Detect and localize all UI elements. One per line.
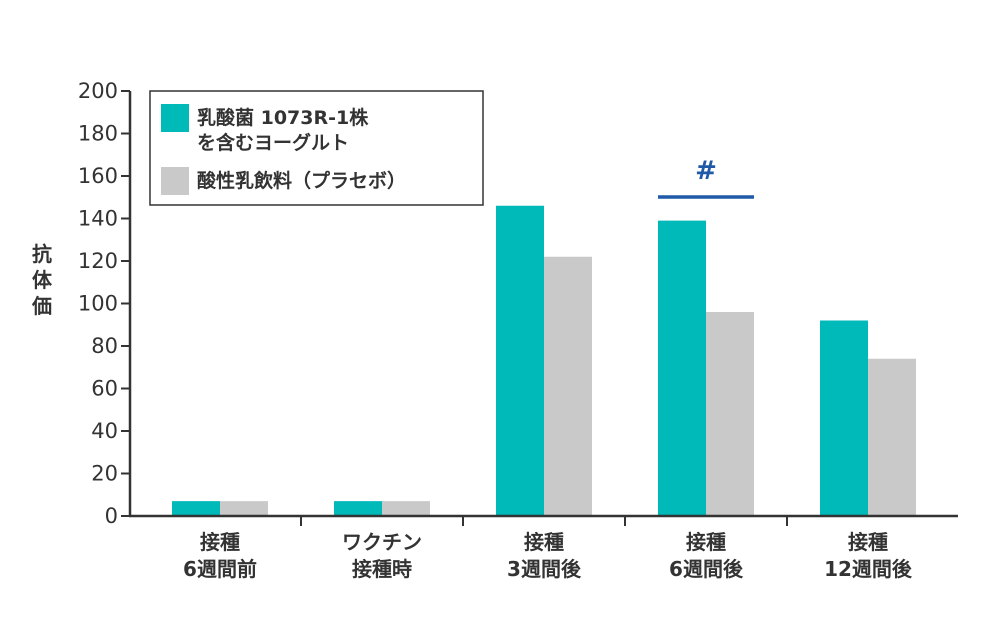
x-category-label-line: 6週間前 bbox=[183, 557, 257, 581]
x-category-label-line: 3週間後 bbox=[507, 557, 582, 581]
y-tick-label-20: 20 bbox=[91, 462, 118, 486]
y-tick-label-40: 40 bbox=[91, 419, 118, 443]
legend-label-line: 酸性乳飲料（プラセボ） bbox=[197, 169, 406, 192]
bar-series1-cat1 bbox=[172, 501, 220, 516]
bars-layer bbox=[172, 205, 916, 516]
bar-series2-cat4 bbox=[706, 312, 754, 516]
y-axis-title: 抗体価 bbox=[31, 242, 53, 318]
x-category-label-3: 接種 3週間後 bbox=[507, 530, 582, 581]
x-category-label-2: ワクチン接種時 bbox=[342, 530, 422, 581]
y-tick-label-200: 200 bbox=[78, 79, 118, 103]
significance-marker: # bbox=[695, 156, 717, 186]
x-category-label-line: 接種 bbox=[686, 530, 726, 554]
y-tick-label-160: 160 bbox=[78, 164, 118, 188]
axes-layer bbox=[121, 90, 958, 526]
y-axis-title-char: 体 bbox=[32, 268, 53, 292]
labels-layer: 0 20 40 60 80 100 120 140 160 180 200 接種 6週間前 ワクチン接種時… bbox=[31, 79, 913, 581]
legend-label-line: を含むヨーグルト bbox=[197, 131, 349, 154]
legend-box bbox=[149, 90, 484, 206]
bar-series1-cat5 bbox=[820, 320, 868, 516]
bar-series1-cat4 bbox=[658, 220, 706, 516]
bar-series2-cat2 bbox=[382, 501, 430, 516]
bar-series1-cat3 bbox=[496, 205, 544, 516]
legend-swatch-1 bbox=[161, 104, 189, 132]
y-tick-label-80: 80 bbox=[91, 334, 118, 358]
x-category-label-line: 接種 bbox=[524, 530, 564, 554]
y-axis-title-char: 抗 bbox=[32, 242, 52, 266]
x-category-label-line: 接種 bbox=[200, 530, 240, 554]
y-tick-label-100: 100 bbox=[78, 292, 118, 316]
x-category-label-line: 接種時 bbox=[352, 557, 412, 581]
x-category-label-1: 接種 6週間前 bbox=[183, 530, 257, 581]
x-category-label-5: 接種 12週間後 bbox=[824, 530, 913, 581]
y-tick-label-60: 60 bbox=[91, 377, 118, 401]
x-category-label-line: ワクチン bbox=[342, 530, 422, 554]
bar-series1-cat2 bbox=[334, 501, 382, 516]
legend-label-1: 乳酸菌 1073R-1株を含むヨーグルト bbox=[197, 106, 369, 154]
bar-series2-cat3 bbox=[544, 256, 592, 516]
bar-series2-cat5 bbox=[868, 358, 916, 516]
y-tick-label-120: 120 bbox=[78, 249, 118, 273]
legend-label-2: 酸性乳飲料（プラセボ） bbox=[197, 169, 406, 192]
legend-swatch-2 bbox=[161, 167, 189, 195]
significance-annotation: # bbox=[658, 156, 754, 199]
y-tick-label-0: 0 bbox=[105, 504, 118, 528]
x-category-label-line: 6週間後 bbox=[669, 557, 744, 581]
x-category-label-4: 接種 6週間後 bbox=[669, 530, 744, 581]
legend-label-line: 乳酸菌 1073R-1株 bbox=[197, 106, 369, 129]
x-category-label-line: 接種 bbox=[848, 530, 888, 554]
x-category-label-line: 12週間後 bbox=[824, 557, 913, 581]
bar-series2-cat1 bbox=[220, 501, 268, 516]
y-axis-title-char: 価 bbox=[31, 294, 52, 318]
y-tick-label-180: 180 bbox=[78, 122, 118, 146]
y-tick-label-140: 140 bbox=[78, 207, 118, 231]
